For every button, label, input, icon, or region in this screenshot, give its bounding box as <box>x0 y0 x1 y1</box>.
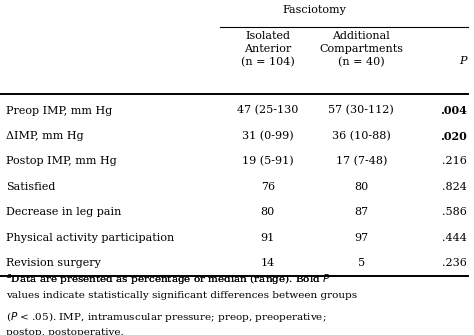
Text: .020: .020 <box>440 131 467 141</box>
Text: 80: 80 <box>261 207 275 217</box>
Text: 47 (25-130: 47 (25-130 <box>237 106 299 116</box>
Text: Postop IMP, mm Hg: Postop IMP, mm Hg <box>6 156 117 166</box>
Text: .824: .824 <box>442 182 467 192</box>
Text: 80: 80 <box>354 182 368 192</box>
Text: .216: .216 <box>442 156 467 166</box>
Text: values indicate statistically significant differences between groups: values indicate statistically significan… <box>6 291 357 300</box>
Text: Isolated
Anterior
(n = 104): Isolated Anterior (n = 104) <box>241 31 295 67</box>
Text: Decrease in leg pain: Decrease in leg pain <box>6 207 121 217</box>
Text: Fasciotomy: Fasciotomy <box>283 5 346 15</box>
Text: 57 (30-112): 57 (30-112) <box>328 106 394 116</box>
Text: ΔIMP, mm Hg: ΔIMP, mm Hg <box>6 131 83 141</box>
Text: Preop IMP, mm Hg: Preop IMP, mm Hg <box>6 106 112 116</box>
Text: P: P <box>459 56 467 66</box>
Text: ($\mathit{P}$ < .05). IMP, intramuscular pressure; preop, preoperative;: ($\mathit{P}$ < .05). IMP, intramuscular… <box>6 310 326 324</box>
Text: Physical activity participation: Physical activity participation <box>6 233 174 243</box>
Text: .444: .444 <box>442 233 467 243</box>
Text: 76: 76 <box>261 182 275 192</box>
Text: postop, postoperative.: postop, postoperative. <box>6 328 123 335</box>
Text: 91: 91 <box>261 233 275 243</box>
Text: 31 (0-99): 31 (0-99) <box>242 131 293 141</box>
Text: 97: 97 <box>354 233 368 243</box>
Text: 36 (10-88): 36 (10-88) <box>332 131 391 141</box>
Text: 14: 14 <box>261 258 275 268</box>
Text: 5: 5 <box>357 258 365 268</box>
Text: .236: .236 <box>442 258 467 268</box>
Text: .004: .004 <box>440 105 467 116</box>
Text: 17 (7-48): 17 (7-48) <box>336 156 387 166</box>
Text: 87: 87 <box>354 207 368 217</box>
Text: Satisfied: Satisfied <box>6 182 55 192</box>
Text: 19 (5-91): 19 (5-91) <box>242 156 293 166</box>
Text: .586: .586 <box>442 207 467 217</box>
Text: $^{a}$Data are presented as percentage or median (range). Bold: $^{a}$Data are presented as percentage o… <box>6 273 321 287</box>
Text: Revision surgery: Revision surgery <box>6 258 100 268</box>
Text: Additional
Compartments
(n = 40): Additional Compartments (n = 40) <box>319 31 403 67</box>
Text: $^{a}$Data are presented as percentage or median (range). Bold $\mathit{P}$: $^{a}$Data are presented as percentage o… <box>6 273 330 287</box>
